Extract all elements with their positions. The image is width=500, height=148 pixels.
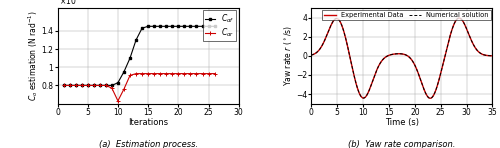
Line: $C_{\alpha f}$: $C_{\alpha f}$: [62, 25, 216, 87]
$C_{\alpha f}$: [72, 85, 78, 86]
$C_{\alpha f}$: [188, 25, 194, 27]
$C_{\alpha r}$: [115, 100, 121, 102]
$C_{\alpha f}$: [139, 27, 145, 29]
Numerical solution: [308, 54, 314, 56]
Line: Experimental Data: Experimental Data: [311, 18, 492, 98]
$C_{\alpha f}$: [78, 85, 84, 86]
Numerical solution: [451, 23, 457, 25]
$C_{\alpha f}$: [212, 25, 218, 27]
$C_{\alpha f}$: [176, 25, 182, 27]
Text: (b)  Yaw rate comparison.: (b) Yaw rate comparison.: [348, 140, 456, 148]
$C_{\alpha f}$: [97, 85, 103, 86]
Legend: Experimental Data, Numerical solution: Experimental Data, Numerical solution: [322, 10, 490, 20]
Numerical solution: [396, 53, 402, 55]
$C_{\alpha f}$: [121, 71, 127, 73]
$C_{\alpha f}$: [103, 85, 109, 86]
$C_{\alpha f}$: [163, 25, 169, 27]
$C_{\alpha f}$: [133, 39, 139, 41]
$C_{\alpha r}$: [182, 73, 188, 74]
$C_{\alpha r}$: [72, 85, 78, 86]
X-axis label: Time (s): Time (s): [385, 118, 419, 127]
$C_{\alpha f}$: [145, 25, 151, 27]
$C_{\alpha r}$: [188, 73, 194, 74]
Experimental Data: [451, 23, 457, 25]
Experimental Data: [456, 17, 462, 19]
Numerical solution: [490, 55, 496, 57]
$C_{\alpha r}$: [121, 88, 127, 90]
$C_{\alpha r}$: [109, 87, 115, 89]
Line: Numerical solution: Numerical solution: [311, 18, 492, 98]
Numerical solution: [318, 47, 324, 49]
Experimental Data: [427, 97, 433, 99]
Numerical solution: [392, 53, 398, 55]
$C_{\alpha r}$: [97, 85, 103, 86]
$C_{\alpha r}$: [103, 85, 109, 86]
$C_{\alpha f}$: [151, 25, 157, 27]
Experimental Data: [396, 53, 402, 55]
Y-axis label: Yaw rate $r$ ($^\circ$/s): Yaw rate $r$ ($^\circ$/s): [282, 25, 294, 86]
$C_{\alpha r}$: [60, 85, 66, 86]
$C_{\alpha r}$: [163, 73, 169, 74]
$C_{\alpha f}$: [127, 57, 133, 59]
$C_{\alpha f}$: [84, 85, 90, 86]
$C_{\alpha f}$: [157, 25, 163, 27]
Y-axis label: $C_o$ estimation (N rad$^{-1}$): $C_o$ estimation (N rad$^{-1}$): [26, 11, 40, 101]
Experimental Data: [318, 47, 324, 49]
$C_{\alpha r}$: [78, 85, 84, 86]
$C_{\alpha r}$: [66, 85, 72, 86]
Numerical solution: [484, 55, 490, 56]
$C_{\alpha r}$: [212, 73, 218, 74]
Text: (a)  Estimation process.: (a) Estimation process.: [98, 140, 198, 148]
$C_{\alpha f}$: [170, 25, 175, 27]
$C_{\alpha f}$: [115, 82, 121, 84]
$C_{\alpha r}$: [145, 73, 151, 74]
$C_{\alpha r}$: [200, 73, 205, 74]
$C_{\alpha r}$: [206, 73, 212, 74]
$C_{\alpha f}$: [194, 25, 200, 27]
$C_{\alpha f}$: [200, 25, 205, 27]
X-axis label: Iterations: Iterations: [128, 118, 168, 127]
Experimental Data: [392, 53, 398, 55]
Numerical solution: [484, 55, 490, 56]
$C_{\alpha f}$: [182, 25, 188, 27]
Text: $\times10^5$: $\times10^5$: [60, 0, 80, 7]
$C_{\alpha r}$: [176, 73, 182, 74]
Experimental Data: [484, 55, 490, 56]
$C_{\alpha f}$: [109, 85, 115, 86]
$C_{\alpha f}$: [60, 85, 66, 86]
$C_{\alpha r}$: [194, 73, 200, 74]
Experimental Data: [484, 55, 490, 56]
$C_{\alpha r}$: [127, 75, 133, 76]
$C_{\alpha f}$: [206, 25, 212, 27]
$C_{\alpha r}$: [170, 73, 175, 74]
Experimental Data: [490, 55, 496, 57]
$C_{\alpha r}$: [139, 73, 145, 74]
Numerical solution: [427, 97, 433, 99]
$C_{\alpha r}$: [84, 85, 90, 86]
$C_{\alpha r}$: [91, 85, 97, 86]
$C_{\alpha f}$: [66, 85, 72, 86]
$C_{\alpha r}$: [133, 73, 139, 74]
$C_{\alpha r}$: [157, 73, 163, 74]
Legend: $C_{\alpha f}$, $C_{\alpha r}$: $C_{\alpha f}$, $C_{\alpha r}$: [203, 10, 236, 41]
Experimental Data: [308, 54, 314, 56]
$C_{\alpha f}$: [91, 85, 97, 86]
Line: $C_{\alpha r}$: $C_{\alpha r}$: [62, 71, 216, 103]
$C_{\alpha r}$: [151, 73, 157, 74]
Numerical solution: [456, 17, 462, 19]
